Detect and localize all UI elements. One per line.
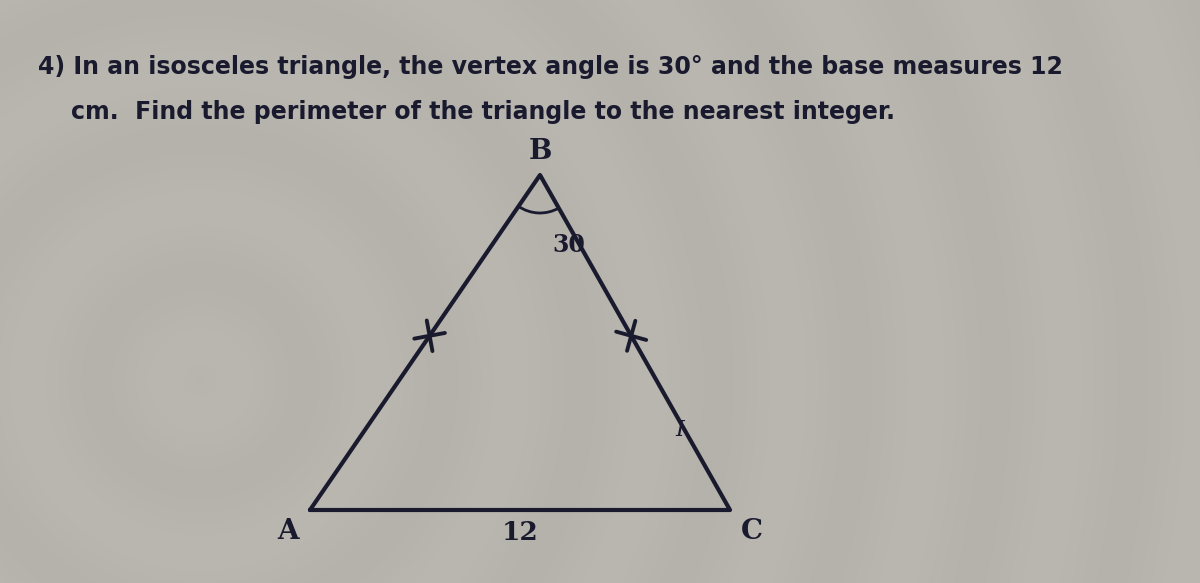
Text: A: A: [277, 518, 299, 545]
Text: B: B: [528, 138, 552, 165]
Text: 12: 12: [502, 520, 539, 545]
Text: 4) In an isosceles triangle, the vertex angle is 30° and the base measures 12: 4) In an isosceles triangle, the vertex …: [38, 55, 1063, 79]
Text: cm.  Find the perimeter of the triangle to the nearest integer.: cm. Find the perimeter of the triangle t…: [38, 100, 895, 124]
Text: C: C: [742, 518, 763, 545]
Text: 30: 30: [552, 233, 584, 257]
Text: I: I: [676, 419, 684, 441]
